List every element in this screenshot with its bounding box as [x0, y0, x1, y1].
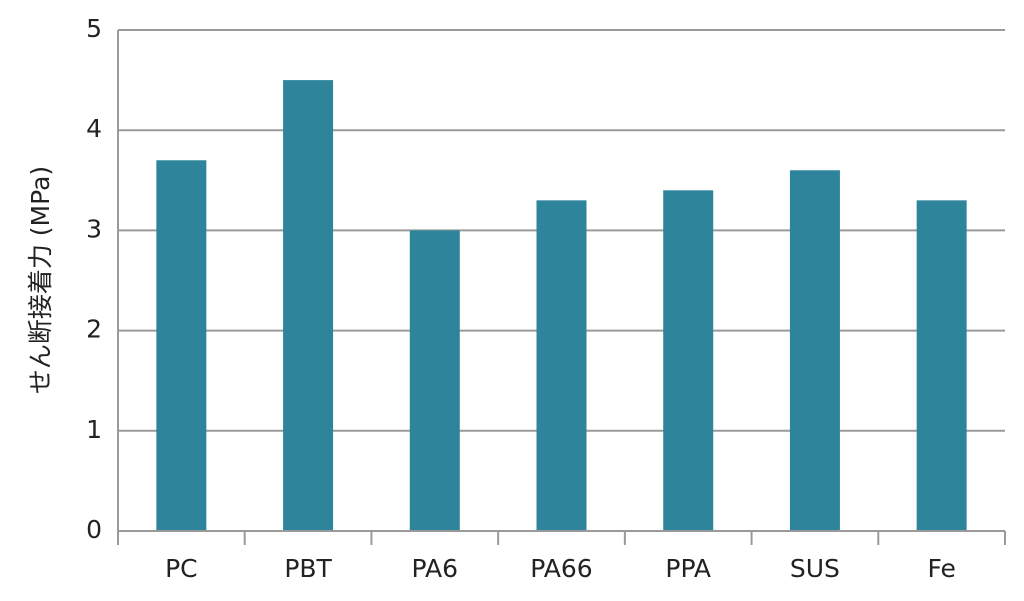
bar	[156, 160, 207, 531]
bar	[789, 170, 840, 531]
y-tick-label: 2	[86, 315, 102, 344]
x-tick-label: PC	[165, 554, 198, 583]
y-axis-label: せん断接着力 (MPa)	[26, 166, 55, 394]
y-tick-label: 3	[86, 214, 102, 243]
y-tick-label: 1	[86, 415, 102, 444]
y-tick-label: 5	[86, 14, 102, 43]
x-tick-label: Fe	[927, 554, 955, 583]
x-tick-label: PPA	[665, 554, 711, 583]
x-tick-label: PA66	[530, 554, 592, 583]
bar	[283, 80, 334, 531]
y-tick-label: 4	[86, 114, 102, 143]
bar	[409, 230, 460, 531]
bar	[916, 200, 967, 531]
x-tick-label: PBT	[284, 554, 332, 583]
y-tick-label: 0	[86, 515, 102, 544]
x-tick-label: PA6	[412, 554, 458, 583]
bar	[536, 200, 587, 531]
x-tick-label: SUS	[790, 554, 840, 583]
bar	[663, 190, 714, 531]
